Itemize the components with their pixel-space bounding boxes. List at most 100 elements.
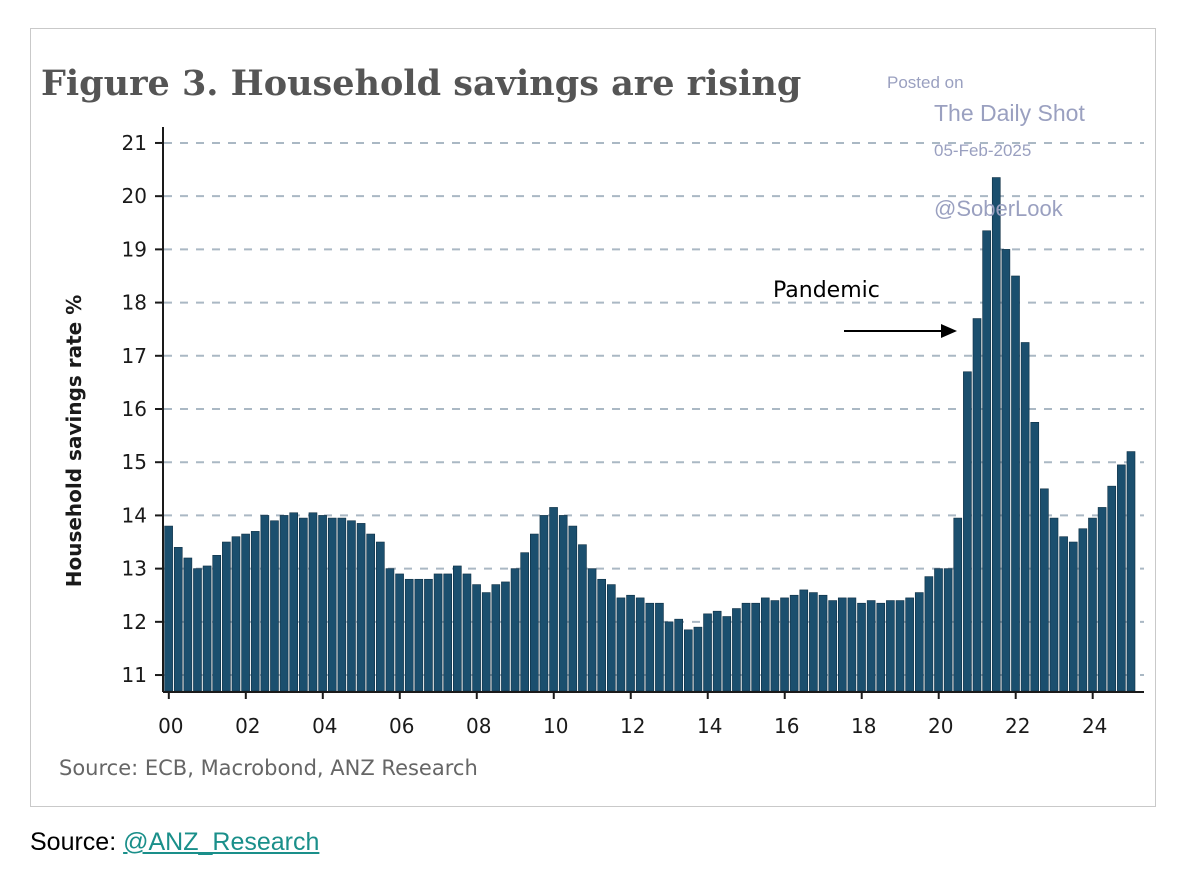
bar bbox=[655, 602, 664, 692]
bar bbox=[943, 568, 953, 692]
bars bbox=[164, 177, 1136, 692]
bar bbox=[414, 578, 424, 692]
bar bbox=[809, 592, 818, 692]
bar bbox=[472, 584, 481, 692]
x-tick-label: 20 bbox=[928, 714, 953, 738]
watermark-handle: @SoberLook bbox=[934, 196, 1064, 221]
bar bbox=[1040, 488, 1049, 692]
y-tick-label: 19 bbox=[122, 237, 147, 261]
x-tick-label: 14 bbox=[697, 714, 722, 738]
bar bbox=[664, 621, 674, 692]
x-tick-label: 06 bbox=[389, 714, 414, 738]
bar bbox=[549, 507, 558, 692]
annotation-arrow bbox=[844, 324, 957, 338]
bar bbox=[1068, 541, 1078, 692]
bar bbox=[770, 600, 780, 692]
x-tick-label: 18 bbox=[851, 714, 876, 738]
bar bbox=[789, 594, 799, 692]
caption-prefix: Source: bbox=[30, 828, 124, 856]
bar bbox=[780, 597, 789, 692]
bar bbox=[433, 573, 443, 692]
bar bbox=[828, 600, 837, 692]
bar bbox=[972, 318, 982, 692]
bar bbox=[578, 544, 587, 692]
bar bbox=[1126, 451, 1136, 692]
bar bbox=[857, 602, 866, 692]
x-tick-label: 22 bbox=[1005, 714, 1030, 738]
bar bbox=[337, 517, 347, 692]
bar bbox=[703, 613, 712, 692]
y-tick-label: 20 bbox=[122, 184, 147, 208]
bar bbox=[818, 594, 828, 692]
bar bbox=[606, 584, 616, 692]
bar bbox=[222, 541, 231, 692]
watermark-date: 05-Feb-2025 bbox=[934, 141, 1031, 160]
bar bbox=[453, 565, 462, 692]
bar bbox=[481, 592, 491, 692]
y-tick-label: 11 bbox=[122, 663, 147, 687]
bar bbox=[1097, 507, 1107, 692]
bar bbox=[241, 533, 250, 692]
bar bbox=[751, 602, 760, 692]
bar bbox=[674, 618, 683, 692]
bar bbox=[616, 597, 626, 692]
bar bbox=[250, 531, 260, 692]
bar bbox=[376, 541, 385, 692]
chart-frame: Figure 3. Household savings are rising 1… bbox=[30, 28, 1156, 807]
y-tick-label: 13 bbox=[122, 557, 147, 581]
chart-title: Figure 3. Household savings are rising bbox=[41, 63, 801, 104]
bar bbox=[645, 602, 655, 692]
bar bbox=[905, 597, 914, 692]
bar bbox=[963, 371, 972, 692]
bar bbox=[279, 515, 289, 692]
bar bbox=[934, 568, 943, 692]
source-caption: Source: @ANZ_Research bbox=[30, 828, 319, 857]
bar bbox=[1030, 422, 1040, 692]
source-link[interactable]: @ANZ_Research bbox=[123, 828, 320, 856]
x-tick-label: 02 bbox=[235, 714, 260, 738]
y-axis-label: Household savings rate % bbox=[62, 295, 86, 588]
annotation-pandemic: Pandemic bbox=[773, 278, 880, 303]
bar bbox=[443, 573, 453, 692]
bar bbox=[953, 517, 963, 692]
bar bbox=[914, 592, 924, 692]
y-tick-label: 12 bbox=[122, 610, 147, 634]
bar bbox=[385, 568, 395, 692]
x-tick-labels: 00 02 04 06 08 10 12 14 16 18 20 22 24 bbox=[158, 692, 1107, 738]
bar bbox=[799, 589, 809, 692]
bar bbox=[327, 517, 337, 692]
bar bbox=[1001, 249, 1011, 692]
bar bbox=[202, 565, 212, 692]
bar bbox=[395, 573, 404, 692]
bar bbox=[356, 523, 366, 692]
x-tick-label: 12 bbox=[620, 714, 645, 738]
bar bbox=[847, 597, 857, 692]
bar bbox=[308, 512, 318, 692]
bar bbox=[491, 584, 501, 692]
bar bbox=[760, 597, 770, 692]
chart: Figure 3. Household savings are rising 1… bbox=[41, 63, 1144, 780]
bar bbox=[289, 512, 299, 692]
y-tick-labels: 11 12 13 14 15 16 17 18 19 20 21 bbox=[122, 131, 163, 687]
bar bbox=[991, 177, 1001, 692]
bar bbox=[1078, 528, 1088, 692]
bar bbox=[1059, 536, 1068, 692]
bar bbox=[741, 602, 751, 692]
bar bbox=[520, 552, 530, 692]
bar bbox=[501, 581, 510, 692]
bar bbox=[462, 573, 472, 692]
x-tick-label: 04 bbox=[312, 714, 337, 738]
bar bbox=[424, 578, 433, 692]
bar bbox=[539, 515, 549, 692]
bar bbox=[231, 536, 241, 692]
bar bbox=[693, 626, 703, 692]
x-tick-label: 08 bbox=[466, 714, 491, 738]
bar bbox=[299, 517, 308, 692]
watermark-brand: The Daily Shot bbox=[934, 100, 1085, 126]
bar bbox=[837, 597, 847, 692]
bar bbox=[1049, 517, 1059, 692]
bar bbox=[1088, 517, 1097, 692]
bar bbox=[597, 578, 606, 692]
bar bbox=[183, 557, 193, 692]
bar bbox=[212, 555, 222, 692]
